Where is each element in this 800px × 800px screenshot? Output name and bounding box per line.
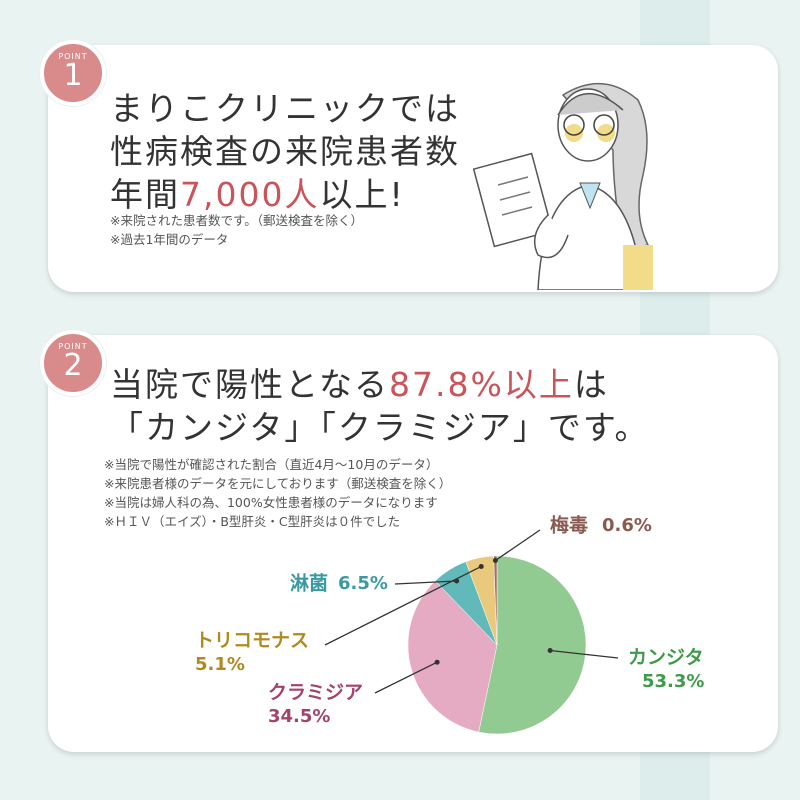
slice-value: 5.1%: [195, 654, 245, 675]
slice-value: 53.3%: [642, 671, 704, 692]
highlight: 87.8%以上: [389, 365, 574, 404]
note: ※来院患者様のデータを元にしております（郵送検査を除く）: [104, 476, 452, 491]
badge-label: POINT: [58, 342, 88, 351]
headline-line: 「カンジタ」「クラミジア」です。: [110, 408, 650, 447]
leader-dot: [547, 648, 553, 654]
text: 当院で陽性となる: [110, 365, 390, 404]
leader-line: [374, 661, 438, 694]
leader-line: [550, 649, 619, 659]
leader-line: [495, 529, 541, 562]
headline: 当院で陽性となる87.8%以上は 「カンジタ」「クラミジア」です。: [110, 363, 650, 449]
leader-dot: [492, 557, 498, 563]
note: ※過去1年間のデータ: [110, 232, 229, 247]
pie-slice: [407, 580, 498, 733]
headline-line: まりこクリニックでは: [110, 89, 460, 128]
slice-value: 0.6%: [602, 515, 652, 536]
slice-label: 梅毒: [550, 514, 588, 537]
highlight: 7,000人: [180, 175, 320, 214]
badge-number: 1: [63, 58, 83, 93]
leader-dot: [434, 659, 440, 665]
point-card: 当院で陽性となる87.8%以上は 「カンジタ」「クラミジア」です。 ※当院で陽性…: [48, 335, 778, 752]
leader-line: [324, 565, 482, 646]
text: 年間: [110, 175, 180, 214]
slice-label: 淋菌: [290, 572, 328, 595]
note: ※当院で陽性が確認された割合（直近4月〜10月のデータ）: [104, 457, 439, 472]
text: 以上!: [319, 175, 405, 214]
point-badge: POINT 1: [40, 40, 106, 106]
badge-number: 2: [63, 348, 83, 383]
slice-value: 34.5%: [268, 706, 330, 727]
notes: ※来院された患者数です。（郵送検査を除く） ※過去1年間のデータ: [110, 211, 363, 249]
headline-line: 当院で陽性となる87.8%以上は: [110, 363, 650, 406]
point-card: まりこクリニックでは 性病検査の来院患者数 年間7,000人以上! ※来院された…: [48, 45, 778, 292]
slice-value: 6.5%: [338, 573, 388, 594]
note: ※来院された患者数です。（郵送検査を除く）: [110, 213, 363, 228]
leader-line: [394, 580, 457, 585]
doctor-illustration: [472, 83, 653, 290]
point-badge: POINT 2: [40, 330, 106, 396]
badge-label: POINT: [58, 52, 88, 61]
note: ※当院は婦人科の為、100%女性患者様のデータになります: [104, 495, 438, 510]
note: ※ＨＩＶ（エイズ）・B型肝炎・C型肝炎は０件でした: [104, 514, 401, 529]
slice-label: トリコモナス: [195, 630, 309, 652]
pie-slice: [493, 555, 498, 646]
slice-label: クラミジア: [268, 682, 363, 704]
slice-label: カンジタ: [628, 647, 704, 669]
headline: まりこクリニックでは 性病検査の来院患者数 年間7,000人以上!: [110, 87, 460, 216]
leader-dot: [478, 563, 484, 569]
notes: ※当院で陽性が確認された割合（直近4月〜10月のデータ） ※来院患者様のデータを…: [104, 455, 451, 531]
headline-line: 性病検査の来院患者数: [110, 132, 460, 171]
headline-line: 年間7,000人以上!: [110, 173, 460, 216]
text: は: [573, 365, 609, 404]
